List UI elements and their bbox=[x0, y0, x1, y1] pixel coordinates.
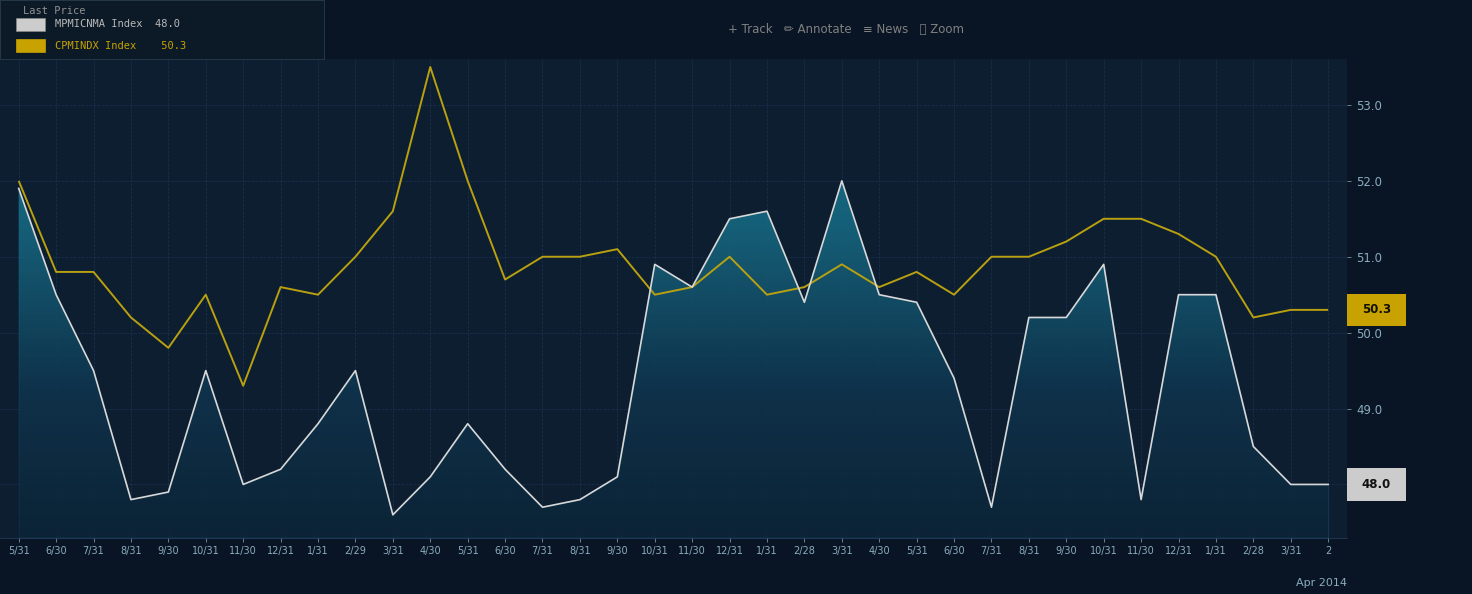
Text: Apr 2014: Apr 2014 bbox=[1295, 578, 1347, 588]
Bar bbox=[16, 18, 46, 31]
Text: Last Price: Last Price bbox=[22, 6, 85, 16]
Text: CPMINDX Index    50.3: CPMINDX Index 50.3 bbox=[54, 41, 187, 50]
Bar bbox=[16, 39, 46, 52]
Text: MPMICNMA Index  48.0: MPMICNMA Index 48.0 bbox=[54, 20, 180, 29]
Text: 48.0: 48.0 bbox=[1362, 478, 1391, 491]
Text: + Track   ✏ Annotate   ≡ News   🔍 Zoom: + Track ✏ Annotate ≡ News 🔍 Zoom bbox=[729, 23, 964, 36]
Text: 50.3: 50.3 bbox=[1362, 304, 1391, 317]
